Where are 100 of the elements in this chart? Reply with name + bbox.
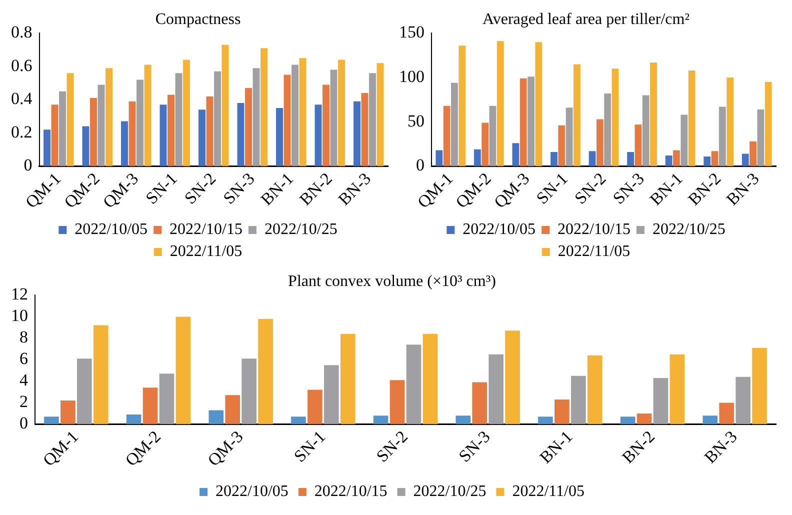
- legend-label: 2022/10/05: [462, 221, 536, 238]
- y-tick-label: 0: [416, 156, 424, 175]
- y-tick-label: 6: [20, 349, 28, 368]
- legend-label: 2022/10/05: [216, 483, 288, 500]
- bar: [680, 114, 688, 166]
- bar: [144, 64, 152, 166]
- bar: [458, 46, 466, 166]
- bar: [106, 68, 112, 166]
- bar: [314, 104, 322, 166]
- bar: [338, 60, 345, 166]
- bar: [620, 416, 636, 424]
- y-tick-label: 0.8: [11, 22, 32, 42]
- bar: [496, 41, 504, 166]
- y-tick-label: 100: [399, 67, 424, 86]
- bar: [670, 354, 685, 424]
- bar: [688, 70, 696, 166]
- bar: [82, 126, 90, 166]
- bar: [361, 93, 368, 166]
- y-tick-label: 8: [20, 328, 28, 347]
- y-tick-label: 0.6: [11, 56, 32, 75]
- bar: [354, 101, 360, 166]
- bar: [587, 355, 602, 424]
- bar: [702, 416, 718, 424]
- bar: [451, 82, 458, 166]
- bar: [566, 108, 573, 166]
- bar: [142, 388, 158, 424]
- bar: [596, 119, 604, 166]
- bar: [44, 416, 59, 424]
- bar: [752, 348, 767, 424]
- legend-label: 2022/10/15: [314, 483, 388, 500]
- bar: [98, 84, 105, 166]
- y-tick-label: 0: [24, 156, 32, 175]
- bar: [558, 125, 566, 166]
- bar: [214, 71, 221, 166]
- y-tick-label: 0.2: [11, 122, 32, 142]
- y-tick-label: 10: [11, 306, 28, 326]
- legend-label: 2022/11/05: [512, 483, 584, 500]
- bar: [528, 76, 534, 166]
- bar: [512, 143, 520, 166]
- bar: [488, 354, 504, 424]
- bar: [284, 74, 291, 166]
- bar: [474, 149, 481, 166]
- bar: [60, 400, 76, 424]
- bar: [292, 64, 298, 166]
- bar: [291, 416, 306, 424]
- bar: [183, 60, 190, 166]
- bar: [489, 106, 496, 166]
- legend-label: 2022/11/05: [170, 243, 242, 260]
- bar: [436, 150, 443, 166]
- bar: [90, 98, 97, 166]
- bar: [719, 402, 734, 424]
- bar: [757, 109, 764, 166]
- bar: [456, 416, 471, 424]
- bar: [59, 91, 66, 166]
- bar: [554, 399, 570, 424]
- bar: [612, 68, 619, 166]
- bar: [324, 365, 339, 424]
- bar: [673, 150, 680, 166]
- bar: [168, 94, 174, 166]
- bar: [704, 156, 711, 166]
- bar: [742, 154, 749, 166]
- y-tick-label: 2: [20, 392, 28, 412]
- bar: [258, 318, 273, 424]
- legend-label: 2022/10/15: [170, 221, 242, 238]
- bar: [535, 42, 542, 166]
- bar: [242, 358, 256, 424]
- bar: [121, 121, 128, 166]
- bar: [93, 325, 108, 424]
- bar: [570, 376, 586, 424]
- bar: [159, 374, 174, 424]
- bar: [369, 73, 376, 166]
- bar: [736, 376, 750, 424]
- bar: [225, 395, 240, 424]
- bar: [406, 344, 422, 424]
- chart-title: Averaged leaf area per tiller/cm²: [482, 10, 690, 28]
- bar: [627, 152, 634, 166]
- bar: [308, 390, 322, 424]
- bar: [51, 104, 58, 166]
- bar: [390, 380, 405, 424]
- bar: [322, 84, 330, 166]
- y-tick-label: 4: [20, 370, 28, 390]
- y-tick-label: 0.4: [11, 89, 33, 108]
- y-tick-label: 150: [399, 22, 424, 42]
- bar: [66, 73, 74, 166]
- bar: [126, 414, 142, 424]
- bar: [726, 78, 734, 166]
- bar: [276, 108, 283, 166]
- legend-label: 2022/11/05: [558, 243, 630, 260]
- y-tick-label: 50: [408, 111, 424, 130]
- bar: [482, 122, 489, 166]
- bar: [718, 106, 726, 166]
- bar: [443, 106, 450, 166]
- bar: [376, 63, 384, 166]
- bar: [711, 151, 718, 166]
- bar: [222, 44, 229, 166]
- bar: [175, 73, 182, 166]
- bar: [505, 330, 520, 424]
- bar: [472, 382, 488, 424]
- y-tick-label: 12: [11, 284, 28, 304]
- legend-label: 2022/10/25: [264, 221, 338, 238]
